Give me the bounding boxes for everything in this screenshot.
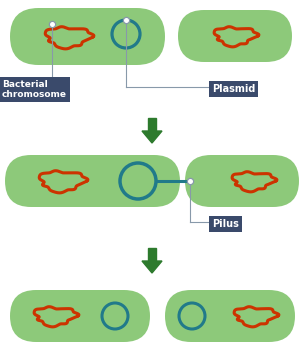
FancyBboxPatch shape — [185, 155, 299, 207]
Bar — [148, 248, 156, 261]
Text: Pilus: Pilus — [212, 219, 239, 229]
FancyBboxPatch shape — [165, 290, 295, 342]
FancyBboxPatch shape — [5, 155, 180, 207]
Polygon shape — [142, 131, 162, 143]
Text: Plasmid: Plasmid — [212, 84, 255, 94]
FancyBboxPatch shape — [10, 8, 165, 65]
Polygon shape — [142, 261, 162, 273]
FancyBboxPatch shape — [178, 10, 292, 62]
Text: Bacterial
chromosome: Bacterial chromosome — [2, 80, 67, 100]
FancyBboxPatch shape — [10, 290, 150, 342]
Bar — [148, 118, 156, 131]
